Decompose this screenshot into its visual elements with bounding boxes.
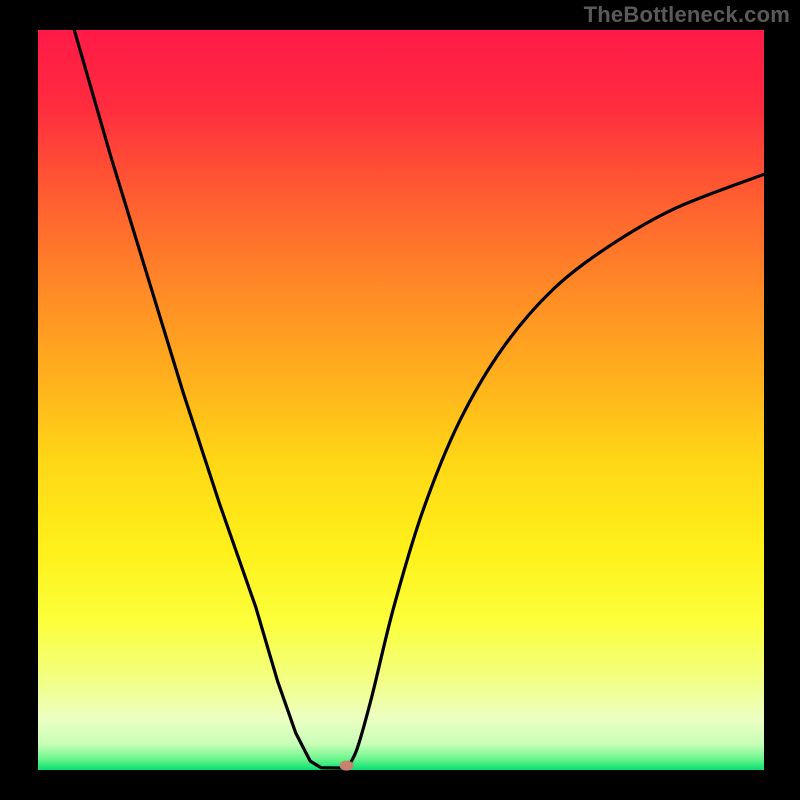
watermark-text: TheBottleneck.com: [584, 2, 790, 28]
minimum-marker: [340, 761, 354, 771]
chart-container: TheBottleneck.com: [0, 0, 800, 800]
chart-svg: [0, 0, 800, 800]
plot-background: [38, 30, 764, 770]
